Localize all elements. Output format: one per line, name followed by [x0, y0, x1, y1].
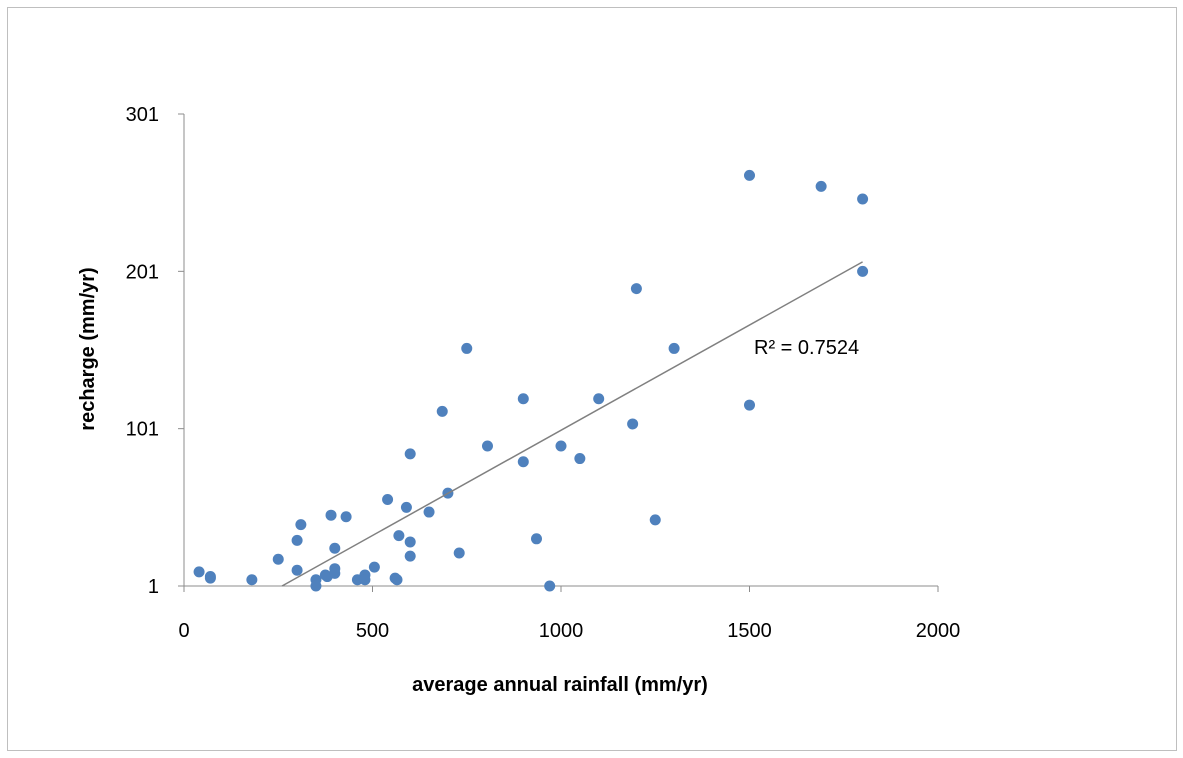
- y-tick-label: 301: [126, 104, 159, 126]
- x-axis-title: average annual rainfall (mm/yr): [412, 674, 708, 696]
- trendline: [281, 261, 863, 587]
- data-point: [574, 453, 586, 465]
- data-point: [857, 193, 869, 205]
- data-point: [436, 405, 448, 417]
- data-point: [544, 580, 556, 592]
- y-tick-label: 1: [148, 576, 159, 598]
- data-point: [329, 542, 341, 554]
- data-point: [630, 283, 642, 295]
- r-squared-annotation: R² = 0.7524: [754, 337, 859, 359]
- data-point: [391, 574, 403, 586]
- data-point: [744, 399, 755, 411]
- data-point: [517, 456, 529, 468]
- chart-frame: [7, 7, 1177, 751]
- data-point: [359, 574, 371, 586]
- data-point: [530, 533, 542, 545]
- data-point: [404, 448, 416, 460]
- data-point: [393, 530, 405, 542]
- data-point: [555, 440, 567, 452]
- y-tick-label: 201: [126, 261, 159, 283]
- data-point: [382, 493, 394, 505]
- data-point: [668, 342, 680, 354]
- data-point: [400, 501, 412, 513]
- data-point: [857, 265, 869, 277]
- data-point: [295, 519, 307, 531]
- axes: [178, 113, 939, 592]
- data-point: [193, 566, 205, 578]
- data-point: [593, 393, 605, 405]
- data-point: [517, 393, 529, 405]
- data-point: [404, 536, 416, 548]
- x-tick-label: 2000: [916, 620, 961, 642]
- data-point: [815, 180, 827, 192]
- x-tick-label: 0: [178, 620, 189, 642]
- data-point: [368, 561, 380, 573]
- data-point: [310, 580, 322, 592]
- data-point: [404, 550, 416, 562]
- data-point: [272, 553, 284, 565]
- data-point: [423, 506, 435, 518]
- y-tick-label: 101: [126, 419, 159, 441]
- data-point: [627, 418, 639, 430]
- x-tick-label: 500: [356, 620, 389, 642]
- tick-labels: 0 500 1000 1500 2000 1 101 201 301: [126, 104, 961, 642]
- data-point: [453, 547, 465, 559]
- x-tick-label: 1500: [727, 620, 772, 642]
- data-points: [193, 169, 869, 592]
- x-tick-label: 1000: [539, 620, 584, 642]
- data-point: [744, 169, 755, 181]
- data-point: [246, 574, 258, 586]
- data-point: [291, 534, 303, 546]
- data-point: [329, 567, 341, 579]
- data-point: [481, 440, 493, 452]
- y-axis-title: recharge (mm/yr): [77, 267, 99, 430]
- data-point: [204, 572, 216, 584]
- data-point: [461, 342, 473, 354]
- trendline-group: [281, 261, 863, 587]
- data-point: [649, 514, 661, 526]
- data-point: [291, 564, 303, 576]
- data-point: [340, 511, 352, 523]
- data-point: [325, 509, 337, 521]
